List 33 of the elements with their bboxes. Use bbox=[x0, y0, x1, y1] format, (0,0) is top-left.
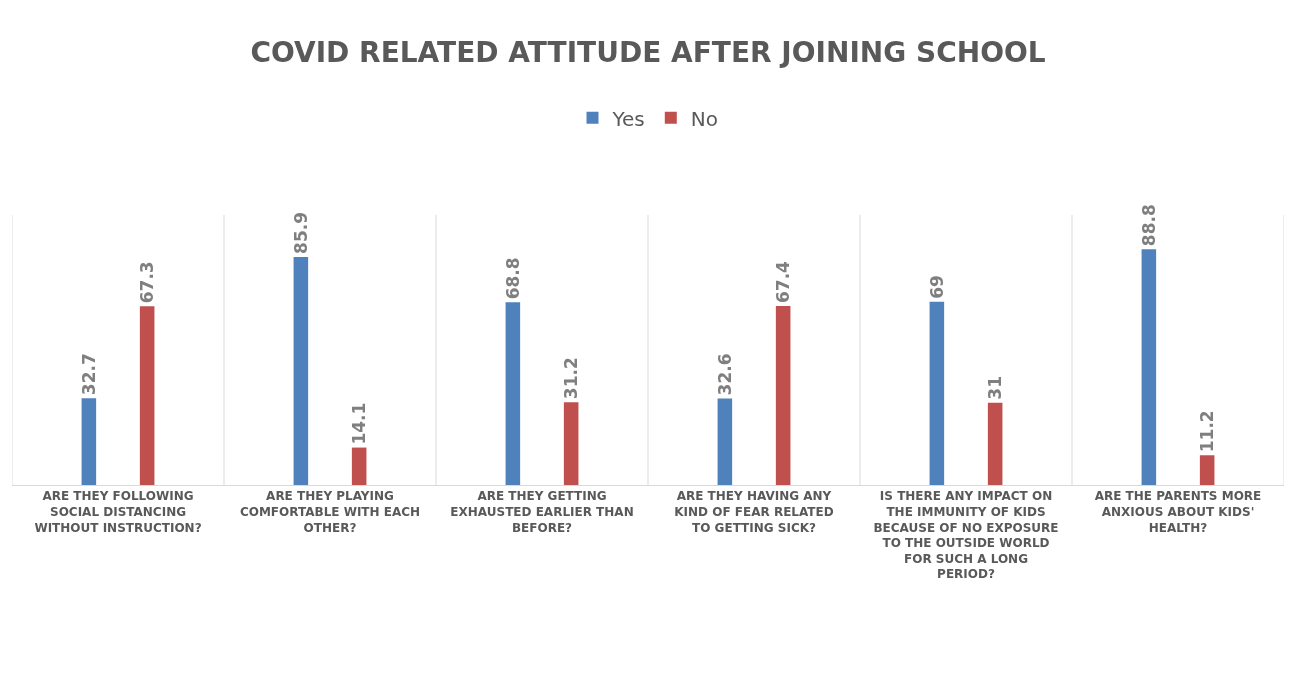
bar bbox=[775, 306, 791, 485]
data-label: 67.3 bbox=[137, 261, 158, 304]
x-tick-label: ARE THE PARENTS MORE ANXIOUS ABOUT KIDS' HEALTH? bbox=[1094, 489, 1262, 535]
legend-label: Yes bbox=[611, 106, 645, 131]
x-tick-label: IS THERE ANY IMPACT ON THE IMMUNITY OF KIDS BECAUSE OF NO EXPOSURE TO THE OUTSIDE WORLD FOR SUCH A LONG PERIOD? bbox=[873, 489, 1059, 582]
bar bbox=[987, 402, 1003, 485]
data-label: 31 bbox=[985, 376, 1006, 400]
data-label: 11.2 bbox=[1197, 410, 1218, 453]
data-label: 88.8 bbox=[1138, 204, 1159, 247]
data-label: 85.9 bbox=[290, 211, 311, 254]
data-label: 32.6 bbox=[714, 353, 735, 396]
bar bbox=[351, 447, 367, 485]
bar bbox=[81, 398, 97, 485]
x-tick-label: ARE THEY HAVING ANY KIND OF FEAR RELATED TO GETTING SICK? bbox=[674, 489, 834, 535]
data-label: 31.2 bbox=[561, 357, 582, 400]
data-label: 67.4 bbox=[773, 260, 794, 304]
x-tick-label: ARE THEY PLAYING COMFORTABLE WITH EACH OTHER? bbox=[239, 489, 421, 535]
bar bbox=[1141, 249, 1157, 485]
bar bbox=[505, 302, 521, 485]
x-tick-label: ARE THEY FOLLOWING SOCIAL DISTANCING WITHOUT INSTRUCTION? bbox=[34, 489, 202, 535]
bar bbox=[1199, 455, 1215, 485]
chart-title: COVID RELATED ATTITUDE AFTER JOINING SCHOOL bbox=[250, 36, 1046, 70]
bar bbox=[563, 402, 579, 485]
bar bbox=[717, 398, 733, 485]
bar bbox=[293, 256, 309, 485]
data-label: 32.7 bbox=[78, 353, 99, 396]
bar bbox=[139, 306, 155, 485]
data-label: 68.8 bbox=[502, 257, 523, 300]
bar bbox=[929, 301, 945, 485]
data-label: 14.1 bbox=[349, 402, 370, 445]
legend-label: No bbox=[690, 106, 718, 131]
x-tick-label: ARE THEY GETTING EXHAUSTED EARLIER THAN BEFORE? bbox=[450, 489, 634, 535]
data-label: 69 bbox=[926, 275, 947, 299]
